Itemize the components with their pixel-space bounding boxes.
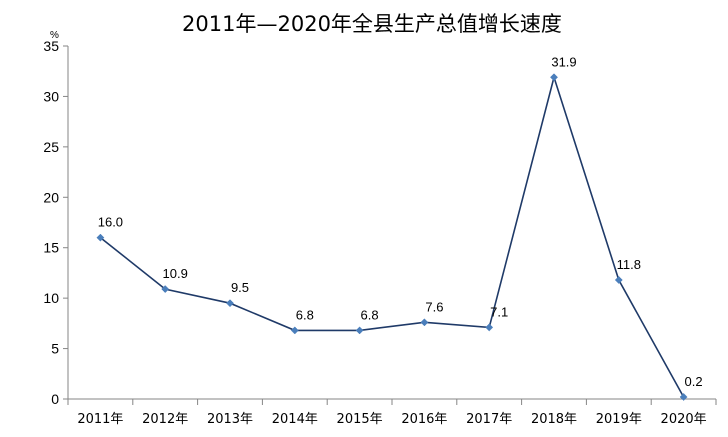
- y-axis: 0 5 10 15 20 25 30 35: [43, 38, 69, 407]
- data-label: 6.8: [296, 307, 314, 322]
- x-tick-label: 2017年: [466, 412, 512, 427]
- x-tick-label: 2020年: [661, 412, 707, 427]
- y-tick-label: 10: [43, 290, 59, 306]
- data-point-marker: [290, 326, 299, 335]
- x-tick-label: 2013年: [207, 412, 253, 427]
- y-tick-label: 25: [43, 139, 59, 155]
- data-label: 31.9: [551, 54, 576, 69]
- data-point-marker: [161, 285, 170, 294]
- y-tick-label: 0: [51, 391, 59, 407]
- data-labels: 16.0 10.9 9.5 6.8 6.8 7.6 7.1 31.9 11.8 0.2: [98, 54, 703, 389]
- data-label: 0.2: [685, 374, 703, 389]
- data-point-marker: [355, 326, 364, 335]
- series-line: [99, 74, 685, 398]
- data-point-marker: [420, 318, 429, 327]
- x-tick-label: 2012年: [142, 412, 188, 427]
- data-label: 16.0: [98, 215, 123, 230]
- y-axis-unit: %: [50, 30, 59, 41]
- data-point-marker: [679, 393, 688, 401]
- y-tick-label: 30: [43, 88, 59, 104]
- data-point-marker: [614, 276, 623, 284]
- x-tick-label: 2019年: [596, 412, 642, 427]
- x-tick-label: 2016年: [401, 412, 447, 427]
- data-label: 6.8: [361, 307, 379, 322]
- x-tick-label: 2018年: [531, 412, 577, 427]
- x-axis: 2011年 2012年 2013年 2014年 2015年 2016年 2017年 2018年…: [67, 398, 717, 427]
- data-label: 7.1: [490, 304, 508, 319]
- data-label: 9.5: [231, 280, 249, 295]
- x-tick-label: 2015年: [337, 412, 383, 427]
- data-label: 7.6: [425, 299, 443, 314]
- data-point-marker: [226, 299, 234, 308]
- data-point-marker: [96, 233, 105, 242]
- y-tick-label: 20: [43, 189, 59, 205]
- chart-title: 2011年—2020年全县生产总值增长速度: [182, 12, 562, 36]
- x-tick-label: 2011年: [77, 412, 123, 427]
- y-tick-label: 5: [51, 341, 59, 357]
- x-tick-label: 2014年: [272, 412, 318, 427]
- y-tick-label: 15: [43, 240, 59, 256]
- data-label: 10.9: [163, 266, 188, 281]
- data-label: 11.8: [617, 257, 641, 272]
- data-point-marker: [550, 73, 558, 82]
- series-markers: [96, 73, 688, 401]
- y-tick-label: 35: [43, 38, 59, 54]
- data-point-marker: [485, 323, 494, 332]
